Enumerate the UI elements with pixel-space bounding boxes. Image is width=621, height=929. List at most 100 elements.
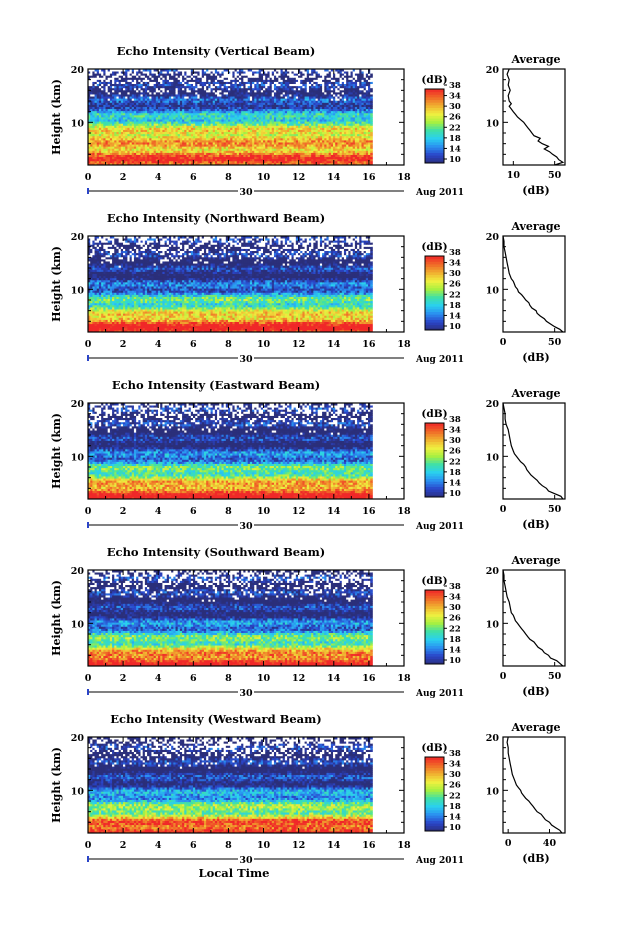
heatmap-cell [120, 127, 124, 130]
heatmap-cell [112, 117, 115, 120]
heatmap-cell [118, 135, 122, 139]
heatmap-cell [269, 135, 273, 139]
heatmap-cell [96, 158, 100, 162]
heatmap-cell [144, 125, 148, 128]
heatmap-cell [195, 152, 198, 155]
heatmap-cell [271, 144, 275, 147]
heatmap-cell [287, 129, 290, 133]
heatmap-cell [252, 160, 255, 164]
heatmap-cell [348, 133, 351, 137]
heatmap-cell [127, 148, 130, 151]
heatmap-cell [337, 158, 340, 162]
heatmap-cell [260, 125, 264, 128]
heatmap-cell [88, 144, 91, 147]
heatmap-cell [184, 127, 187, 130]
heatmap-cell [291, 148, 295, 151]
heatmap-cell [232, 154, 235, 158]
heatmap-cell [368, 131, 371, 135]
heatmap-cell [330, 135, 334, 139]
heatmap-cell [238, 131, 242, 135]
heatmap-cell [363, 154, 367, 158]
heatmap-cell [164, 129, 168, 133]
heatmap-cell [127, 125, 130, 128]
heatmap-cell [118, 142, 122, 145]
heatmap-cell [311, 142, 314, 145]
heatmap-cell [368, 133, 371, 137]
heatmap-cell [319, 129, 323, 133]
heatmap-cell [337, 137, 340, 141]
heatmap-cell [214, 127, 218, 130]
heatmap-cell [228, 156, 231, 160]
heatmap-cell [123, 142, 126, 145]
heatmap-cell [267, 156, 270, 160]
heatmap-cell [370, 123, 373, 126]
heatmap-cell [94, 131, 98, 135]
heatmap-cell [341, 117, 345, 120]
heatmap-cell [212, 160, 216, 164]
heatmap-cell [328, 146, 332, 149]
heatmap-cell [98, 135, 102, 139]
heatmap-cell [280, 129, 284, 133]
heatmap-cell [263, 123, 266, 126]
heatmap-cell [160, 148, 163, 151]
heatmap-cell [284, 133, 288, 137]
heatmap-cell [287, 162, 290, 166]
heatmap-cell [225, 127, 229, 130]
heatmap-cell [298, 144, 301, 147]
heatmap-cell [114, 129, 117, 133]
heatmap-cell [94, 125, 98, 128]
heatmap-cell [359, 127, 362, 130]
heatmap-cell [219, 123, 222, 126]
heatmap-cell [276, 131, 279, 135]
heatmap-cell [103, 137, 106, 141]
heatmap-cell [354, 137, 358, 141]
heatmap-cell [361, 121, 365, 124]
heatmap-cell [293, 123, 297, 126]
heatmap-cell [214, 148, 218, 151]
heatmap-cell [352, 158, 356, 162]
heatmap-cell [212, 135, 216, 139]
heatmap-cell [188, 135, 192, 139]
heatmap-cell [269, 146, 273, 149]
heatmap-cell [217, 131, 220, 135]
heatmap-cell [302, 133, 305, 137]
heatmap-cell [247, 162, 251, 166]
heatmap-cell [293, 158, 297, 162]
heatmap-cell [116, 154, 120, 158]
heatmap-cell [125, 137, 128, 141]
heatmap-cell [131, 123, 135, 126]
heatmap-cell [271, 160, 275, 164]
heatmap-cell [278, 162, 281, 166]
heatmap-cell [346, 156, 349, 160]
heatmap-cell [280, 148, 284, 151]
heatmap-cell [155, 146, 159, 149]
heatmap-cell [186, 129, 190, 133]
heatmap-cell [133, 148, 137, 151]
heatmap-cell [188, 152, 192, 155]
heatmap-cell [308, 146, 312, 149]
heatmap-cell [158, 131, 161, 135]
heatmap-cell [171, 154, 174, 158]
heatmap-cell [171, 162, 174, 166]
heatmap-cell [232, 158, 235, 162]
heatmap-cell [289, 131, 292, 135]
heatmap-cell [221, 156, 225, 160]
heatmap-cell [129, 144, 133, 147]
heatmap-cell [142, 152, 146, 155]
heatmap-cell [197, 154, 200, 158]
heatmap-cell [350, 152, 354, 155]
heatmap-cell [341, 139, 345, 143]
heatmap-cell [315, 158, 319, 162]
heatmap-cell [195, 158, 198, 162]
heatmap-cell [236, 158, 240, 162]
heatmap-cell [101, 135, 104, 139]
heatmap-cell [370, 117, 373, 120]
heatmap-cell [127, 158, 130, 162]
heatmap-cell [245, 121, 249, 124]
heatmap-cell [300, 131, 303, 135]
heatmap-cell [247, 137, 251, 141]
heatmap-cell [118, 139, 122, 143]
heatmap-cell [98, 139, 102, 143]
heatmap-cell [230, 139, 233, 143]
heatmap-cell [343, 150, 347, 153]
